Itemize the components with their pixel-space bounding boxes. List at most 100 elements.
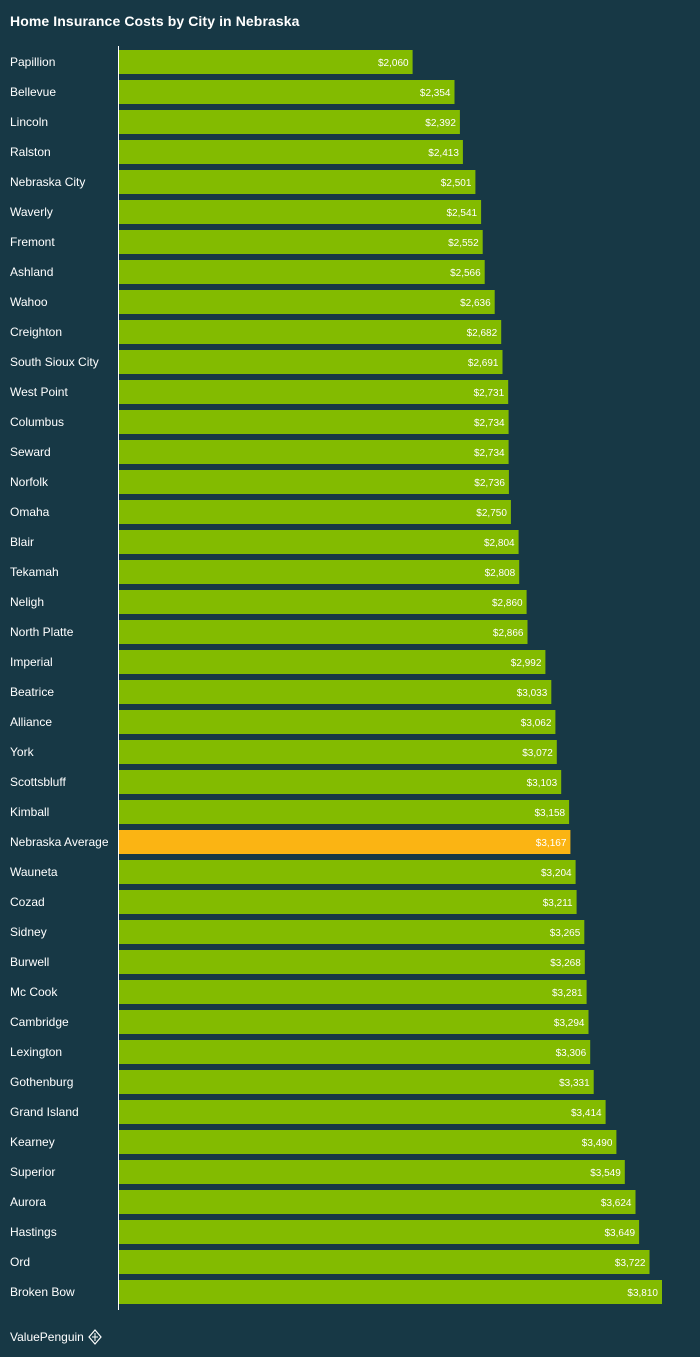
value-label: $2,734 — [474, 418, 505, 429]
value-label: $2,734 — [474, 448, 505, 459]
category-label: South Sioux City — [10, 355, 99, 369]
value-label: $2,866 — [493, 628, 524, 639]
bar — [119, 530, 519, 554]
bar — [119, 110, 460, 134]
category-label: Alliance — [10, 715, 52, 729]
category-label: Blair — [10, 535, 34, 549]
bar — [119, 470, 509, 494]
value-label: $3,167 — [536, 838, 567, 849]
value-label: $2,541 — [447, 208, 478, 219]
bar — [119, 890, 577, 914]
category-label: Fremont — [10, 235, 55, 249]
value-label: $2,682 — [467, 328, 498, 339]
category-label: Tekamah — [10, 565, 59, 579]
value-label: $3,062 — [521, 718, 552, 729]
bar — [119, 350, 503, 374]
bar — [119, 140, 463, 164]
bar — [119, 1220, 640, 1244]
category-label: Sidney — [10, 925, 47, 939]
value-label: $3,490 — [582, 1138, 613, 1149]
bar — [119, 620, 528, 644]
value-label: $3,204 — [541, 868, 572, 879]
brand-name: ValuePenguin — [10, 1330, 84, 1344]
category-label: Cambridge — [10, 1015, 69, 1029]
bar — [119, 770, 562, 794]
value-label: $3,281 — [552, 988, 583, 999]
bar — [119, 590, 527, 614]
category-label: York — [10, 745, 35, 759]
category-label: Aurora — [10, 1195, 46, 1209]
bar — [119, 1040, 591, 1064]
category-label: Ralston — [10, 145, 51, 159]
bar — [119, 800, 570, 824]
category-label: Wauneta — [10, 865, 58, 879]
value-label: $2,413 — [428, 148, 459, 159]
value-label: $2,566 — [450, 268, 481, 279]
bar — [119, 740, 557, 764]
category-label: Kearney — [10, 1135, 55, 1149]
value-label: $2,392 — [425, 118, 456, 129]
bar — [119, 320, 502, 344]
bar — [119, 1280, 662, 1304]
penguin-logo-icon — [88, 1329, 102, 1345]
value-label: $2,691 — [468, 358, 499, 369]
value-label: $3,306 — [556, 1048, 587, 1059]
category-label: Norfolk — [10, 475, 49, 489]
value-label: $3,549 — [590, 1168, 621, 1179]
category-label: Lexington — [10, 1045, 62, 1059]
bar — [119, 80, 455, 104]
category-label: Ord — [10, 1255, 30, 1269]
category-label: Imperial — [10, 655, 53, 669]
category-label: Superior — [10, 1165, 55, 1179]
brand-logo: ValuePenguin — [10, 1329, 103, 1345]
value-label: $3,810 — [627, 1288, 658, 1299]
category-label: Bellevue — [10, 85, 56, 99]
category-label: Omaha — [10, 505, 50, 519]
bar — [119, 1190, 636, 1214]
category-label: Nebraska City — [10, 175, 85, 189]
category-label: Neligh — [10, 595, 44, 609]
value-label: $3,331 — [559, 1078, 590, 1089]
value-label: $2,501 — [441, 178, 472, 189]
value-label: $2,804 — [484, 538, 515, 549]
category-label: Nebraska Average — [10, 835, 109, 849]
bar — [119, 380, 509, 404]
value-label: $2,552 — [448, 238, 479, 249]
bar — [119, 1070, 594, 1094]
bar — [119, 260, 485, 284]
category-label: Papillion — [10, 55, 55, 69]
bar — [119, 1130, 617, 1154]
bar — [119, 560, 520, 584]
chart-title: Home Insurance Costs by City in Nebraska — [10, 13, 300, 29]
value-label: $2,731 — [474, 388, 505, 399]
value-label: $3,649 — [605, 1228, 636, 1239]
category-label: Gothenburg — [10, 1075, 73, 1089]
value-label: $2,736 — [474, 478, 505, 489]
value-label: $3,414 — [571, 1108, 602, 1119]
value-label: $2,860 — [492, 598, 523, 609]
value-label: $3,294 — [554, 1018, 585, 1029]
value-label: $2,060 — [378, 58, 409, 69]
bar — [119, 710, 556, 734]
value-label: $3,072 — [522, 748, 553, 759]
bar — [119, 440, 509, 464]
value-label: $3,268 — [550, 958, 581, 969]
bar — [119, 1250, 650, 1274]
bar — [119, 170, 476, 194]
value-label: $2,992 — [511, 658, 542, 669]
category-label: Cozad — [10, 895, 45, 909]
bar — [119, 680, 552, 704]
value-label: $2,808 — [485, 568, 516, 579]
category-label: Beatrice — [10, 685, 54, 699]
category-label: Kimball — [10, 805, 49, 819]
category-label: West Point — [10, 385, 68, 399]
value-label: $3,211 — [543, 898, 573, 909]
bar-chart: Papillion $2,060 Bellevue $2,354 Lincoln $2,3… — [10, 46, 662, 1310]
category-label: Seward — [10, 445, 51, 459]
bar-average — [119, 830, 571, 854]
value-label: $3,624 — [601, 1198, 632, 1209]
value-label: $3,158 — [535, 808, 566, 819]
category-label: Scottsbluff — [10, 775, 66, 789]
category-label: Broken Bow — [10, 1285, 75, 1299]
value-label: $3,103 — [527, 778, 558, 789]
